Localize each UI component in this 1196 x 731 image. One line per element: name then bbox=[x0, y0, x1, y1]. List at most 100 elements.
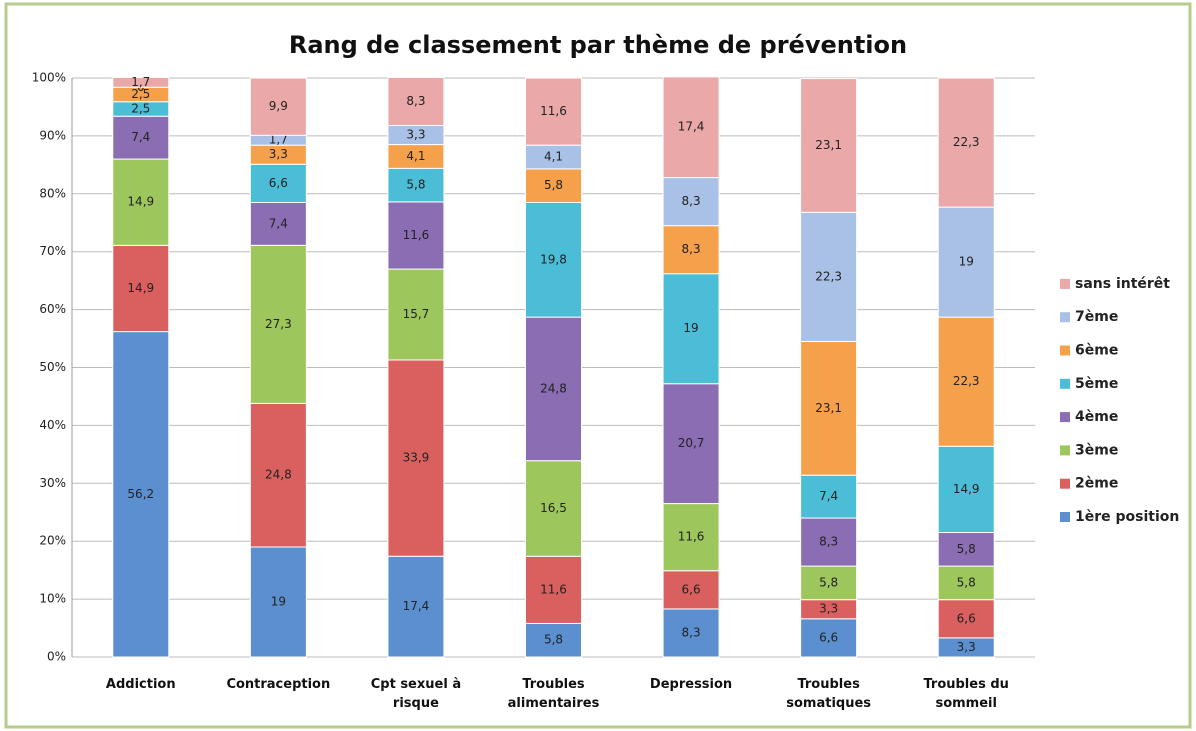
bar-segment bbox=[387, 268, 445, 361]
data-label: 17,4 bbox=[678, 120, 705, 134]
bar-segment bbox=[937, 206, 995, 318]
data-label: 8,3 bbox=[819, 535, 838, 549]
data-label: 24,8 bbox=[265, 468, 292, 482]
data-label: 2,5 bbox=[131, 87, 150, 101]
data-label: 23,1 bbox=[815, 138, 842, 152]
bar-segment bbox=[249, 201, 307, 246]
data-label: 5,8 bbox=[406, 178, 425, 192]
y-tick-label: 10% bbox=[39, 592, 66, 606]
bar-segment bbox=[525, 201, 582, 318]
legend-swatch bbox=[1060, 445, 1070, 456]
bar-segment bbox=[249, 77, 307, 136]
bar-segment bbox=[662, 76, 720, 179]
legend-label: 4ème bbox=[1075, 409, 1118, 425]
legend-label: 5ème bbox=[1075, 376, 1118, 392]
y-tick-label: 60% bbox=[39, 302, 66, 316]
data-label: 8,3 bbox=[682, 242, 701, 256]
legend-swatch bbox=[1060, 412, 1070, 423]
legend-swatch bbox=[1060, 478, 1070, 489]
data-label: 11,6 bbox=[403, 228, 430, 242]
legend-swatch bbox=[1060, 512, 1070, 522]
data-label: 4,1 bbox=[544, 150, 563, 164]
data-label: 6,6 bbox=[957, 611, 976, 625]
legend-swatch bbox=[1060, 312, 1070, 323]
bar-segment bbox=[800, 340, 858, 476]
y-tick-label: 50% bbox=[39, 360, 66, 374]
x-tick-label: Addiction bbox=[105, 677, 176, 692]
bar-segment bbox=[525, 460, 582, 557]
bar-segment bbox=[800, 517, 858, 567]
data-label: 8,3 bbox=[682, 625, 701, 639]
x-tick-label: Depression bbox=[649, 677, 733, 692]
data-label: 5,8 bbox=[819, 575, 838, 589]
data-label: 23,1 bbox=[815, 401, 842, 415]
legend-swatch bbox=[1060, 345, 1070, 356]
data-label: 8,3 bbox=[406, 94, 425, 108]
bar-segment bbox=[800, 474, 858, 519]
data-label: 27,3 bbox=[265, 317, 292, 331]
x-tick-label: Troubles alimentaires bbox=[507, 677, 600, 711]
bar-segment bbox=[525, 77, 582, 146]
bar-segment bbox=[662, 273, 720, 385]
x-tick-label: Troubles du sommeil bbox=[923, 677, 1009, 711]
bar-segment bbox=[662, 225, 720, 275]
data-label: 5,8 bbox=[544, 633, 563, 647]
data-label: 7,4 bbox=[819, 489, 838, 503]
bar-segment bbox=[249, 546, 307, 658]
chart-title: Rang de classement par thème de préventi… bbox=[289, 31, 907, 59]
data-label: 6,6 bbox=[819, 630, 838, 644]
data-label: 14,9 bbox=[127, 281, 154, 295]
data-label: 4,1 bbox=[406, 149, 425, 163]
y-tick-label: 40% bbox=[39, 418, 66, 432]
data-label: 3,3 bbox=[819, 602, 838, 616]
data-label: 15,7 bbox=[403, 307, 430, 321]
bar-segment bbox=[387, 76, 445, 126]
frame bbox=[4, 2, 1192, 729]
data-label: 5,8 bbox=[544, 178, 563, 192]
x-tick-label: Cpt sexuel à risque bbox=[370, 677, 462, 711]
data-label: 11,6 bbox=[540, 582, 567, 596]
data-label: 20,7 bbox=[678, 436, 705, 450]
bar-segment bbox=[387, 359, 445, 557]
data-label: 1,7 bbox=[269, 133, 288, 147]
data-label: 19 bbox=[959, 255, 974, 269]
data-label: 19,8 bbox=[540, 252, 567, 266]
data-label: 5,8 bbox=[957, 542, 976, 556]
legend-label: 6ème bbox=[1075, 343, 1118, 359]
data-label: 11,6 bbox=[678, 530, 705, 544]
bar-segment bbox=[525, 168, 582, 203]
bar-segment bbox=[525, 316, 582, 462]
legend-label: 7ème bbox=[1075, 309, 1118, 325]
bar-segment bbox=[662, 503, 720, 572]
data-label: 22,3 bbox=[953, 135, 980, 149]
y-tick-label: 100% bbox=[32, 71, 66, 85]
bar-segment bbox=[525, 622, 582, 658]
data-label: 24,8 bbox=[540, 381, 567, 395]
legend-label: 3ème bbox=[1075, 442, 1118, 458]
bar-segment bbox=[937, 77, 995, 208]
data-label: 19 bbox=[683, 321, 698, 335]
data-label: 6,6 bbox=[682, 582, 701, 596]
bar-segment bbox=[525, 555, 582, 624]
data-label: 9,9 bbox=[269, 99, 288, 113]
data-label: 6,6 bbox=[269, 176, 288, 190]
legend-label: 1ère position bbox=[1075, 509, 1179, 525]
data-label: 7,4 bbox=[131, 130, 150, 144]
legend-swatch bbox=[1060, 278, 1070, 289]
bar-segment bbox=[249, 244, 307, 404]
y-tick-label: 90% bbox=[39, 128, 66, 142]
legend-label: 2ème bbox=[1075, 476, 1118, 492]
data-label: 14,9 bbox=[127, 195, 154, 209]
y-tick-label: 30% bbox=[39, 476, 66, 490]
bar-segment bbox=[662, 177, 720, 227]
data-label: 14,9 bbox=[953, 482, 980, 496]
bar-segment bbox=[937, 565, 995, 601]
data-label: 7,4 bbox=[269, 216, 288, 230]
y-tick-label: 20% bbox=[39, 534, 66, 548]
data-label: 22,3 bbox=[953, 374, 980, 388]
bar-segment bbox=[387, 555, 445, 658]
bar-segment bbox=[112, 331, 170, 658]
bar-segment bbox=[662, 570, 720, 610]
data-label: 8,3 bbox=[682, 194, 701, 208]
